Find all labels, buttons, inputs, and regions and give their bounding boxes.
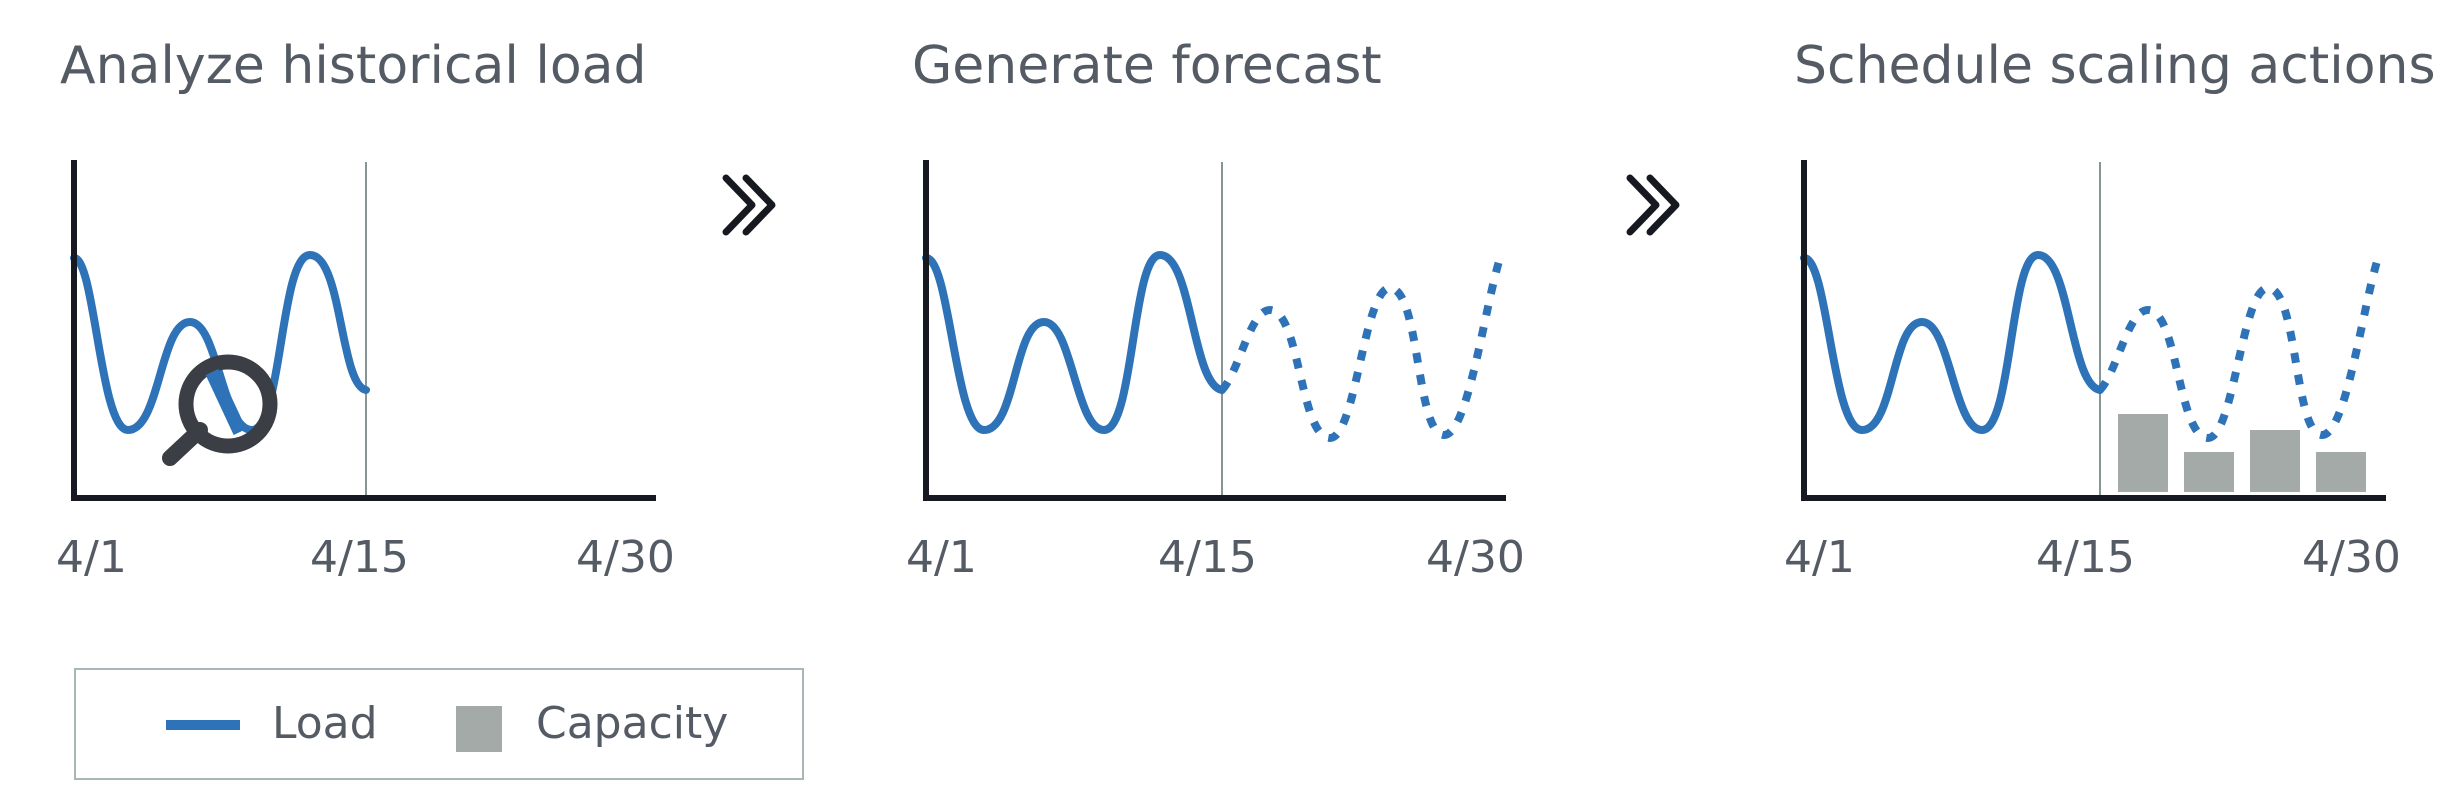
chart-axes (923, 160, 1506, 501)
capacity-bar (2250, 430, 2300, 492)
step-1-title: Analyze historical load (60, 36, 647, 96)
chart-axes (71, 160, 656, 501)
tick-label-end: 4/30 (2302, 532, 2401, 583)
historical-load-line (1800, 250, 2104, 435)
capacity-bar (2316, 452, 2366, 492)
capacity-legend-label: Capacity (536, 698, 729, 749)
capacity-legend-swatch (456, 706, 502, 752)
tick-label-start: 4/1 (1784, 532, 1855, 583)
legend: Load Capacity (74, 668, 804, 780)
capacity-bar (2184, 452, 2234, 492)
chart-axes (1801, 160, 2386, 501)
load-legend-label: Load (272, 698, 378, 749)
step-2-chart (922, 160, 1506, 501)
tick-label-mid: 4/15 (310, 532, 409, 583)
capacity-bar (2118, 414, 2168, 492)
step-3-title: Schedule scaling actions (1794, 36, 2436, 96)
step-2-title: Generate forecast (912, 36, 1382, 96)
tick-label-end: 4/30 (1426, 532, 1525, 583)
historical-load-line (922, 250, 1226, 435)
step-3-chart (1800, 160, 2386, 501)
tick-label-start: 4/1 (56, 532, 127, 583)
tick-label-end: 4/30 (576, 532, 675, 583)
tick-label-start: 4/1 (906, 532, 977, 583)
forecast-load-line (1218, 256, 1504, 443)
magnifier-icon (162, 354, 278, 466)
tick-label-mid: 4/15 (2036, 532, 2135, 583)
load-legend-swatch (166, 720, 240, 730)
step-1-chart (70, 160, 656, 501)
double-chevron-right-icon (1626, 174, 1680, 236)
forecast-load-line (2096, 256, 2382, 443)
double-chevron-right-icon (722, 174, 776, 236)
tick-label-mid: 4/15 (1158, 532, 1257, 583)
